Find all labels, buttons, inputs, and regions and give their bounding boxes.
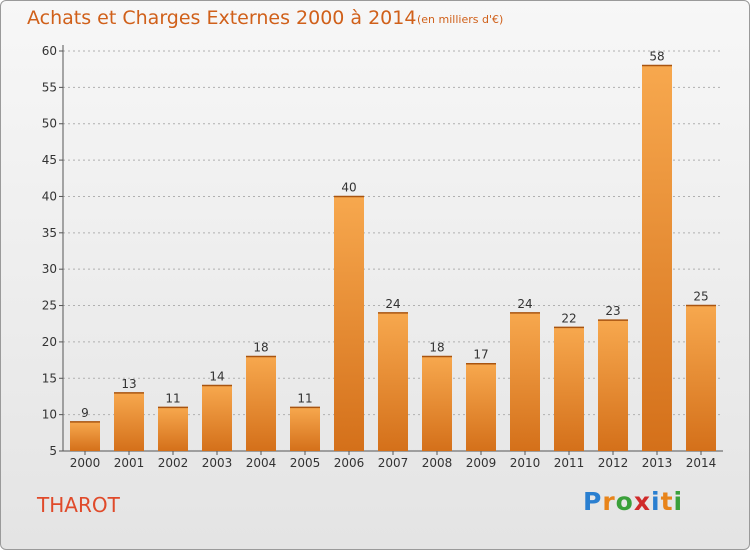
logo-letter: t [660, 487, 674, 516]
x-tick-label: 2010 [510, 456, 541, 470]
x-tick-label: 2007 [378, 456, 409, 470]
bar [466, 363, 496, 451]
data-label: 58 [649, 50, 664, 64]
x-tick-label: 2003 [202, 456, 233, 470]
y-tick-label: 45 [42, 153, 57, 167]
data-label: 22 [561, 311, 576, 325]
y-tick-label: 40 [42, 189, 57, 203]
x-tick-label: 2000 [70, 456, 101, 470]
x-tick-label: 2009 [466, 456, 497, 470]
chart-subtitle: (en milliers d'€) [417, 13, 504, 26]
data-label: 24 [517, 297, 532, 311]
data-label: 14 [209, 370, 224, 384]
y-tick-label: 5 [49, 444, 57, 458]
logo-letter: i [673, 487, 684, 516]
y-tick-label: 25 [42, 299, 57, 313]
x-tick-label: 2008 [422, 456, 453, 470]
bar [378, 312, 408, 451]
bar [598, 320, 628, 451]
bar [554, 327, 584, 451]
chart-title: Achats et Charges Externes 2000 à 2014 [27, 7, 417, 29]
x-tick-label: 2014 [686, 456, 717, 470]
x-tick-label: 2005 [290, 456, 321, 470]
y-tick-label: 15 [42, 371, 57, 385]
y-tick-label: 20 [42, 335, 57, 349]
logo-letter: P [583, 487, 603, 516]
data-label: 9 [81, 406, 89, 420]
y-tick-label: 60 [42, 44, 57, 58]
y-tick-label: 35 [42, 226, 57, 240]
data-label: 17 [473, 348, 488, 362]
bar [334, 196, 364, 451]
commune-name: THAROT [37, 493, 120, 517]
data-label: 11 [297, 391, 312, 405]
x-tick-label: 2006 [334, 456, 365, 470]
data-label: 18 [429, 340, 444, 354]
logo-letter: o [615, 487, 634, 516]
bar [510, 312, 540, 451]
data-label: 13 [121, 377, 136, 391]
bar [290, 407, 320, 451]
y-tick-label: 10 [42, 408, 57, 422]
bar [70, 421, 100, 451]
data-label: 23 [605, 304, 620, 318]
bar [246, 356, 276, 451]
bar [114, 392, 144, 451]
logo-letter: x [633, 487, 651, 516]
x-tick-label: 2011 [554, 456, 585, 470]
data-label: 11 [165, 391, 180, 405]
proxiti-logo: Proxiti [583, 487, 683, 516]
data-label: 25 [693, 290, 708, 304]
bar [642, 65, 672, 451]
data-label: 24 [385, 297, 400, 311]
x-tick-label: 2012 [598, 456, 629, 470]
bar [202, 385, 232, 451]
x-tick-label: 2013 [642, 456, 673, 470]
logo-letter: i [651, 487, 661, 516]
bar [422, 356, 452, 451]
logo-letter: r [602, 487, 616, 516]
x-tick-label: 2001 [114, 456, 145, 470]
bar [686, 305, 716, 451]
y-tick-label: 50 [42, 117, 57, 131]
bar [158, 407, 188, 451]
data-label: 40 [341, 180, 356, 194]
y-tick-label: 30 [42, 262, 57, 276]
x-tick-label: 2002 [158, 456, 189, 470]
data-label: 18 [253, 340, 268, 354]
y-tick-label: 55 [42, 80, 57, 94]
x-tick-label: 2004 [246, 456, 277, 470]
